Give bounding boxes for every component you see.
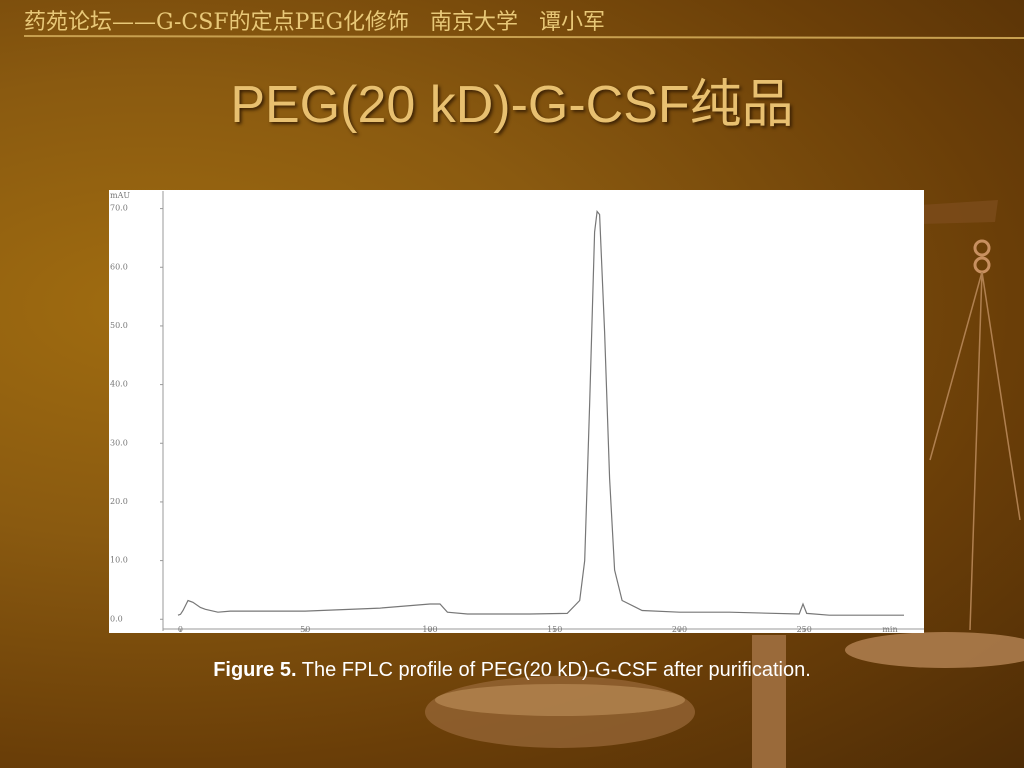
y-tick-label: 30.0 — [110, 438, 128, 447]
caption-label: Figure 5. — [213, 659, 297, 681]
x-tick-label: 0 — [178, 625, 183, 634]
scale-post — [752, 635, 786, 768]
x-tick-label: 200 — [672, 625, 687, 634]
y-tick-label: 40.0 — [110, 380, 128, 389]
y-tick-label: 20.0 — [110, 497, 128, 506]
scale-beam — [920, 200, 998, 224]
y-tick-label: 50.0 — [110, 321, 128, 330]
x-tick-label: 250 — [797, 625, 812, 634]
caption: Figure 5. The FPLC profile of PEG(20 kD)… — [0, 659, 1024, 682]
y-tick-label: 0.0 — [110, 614, 123, 623]
header: 药苑论坛——G-CSF的定点PEG化修饰 南京大学 谭小军 — [24, 10, 605, 35]
y-tick-label: 70.0 — [110, 204, 128, 213]
x-axis-label: min — [882, 625, 897, 634]
y-tick-label: 60.0 — [110, 262, 128, 271]
caption-text: The FPLC profile of PEG(20 kD)-G-CSF aft… — [301, 659, 811, 681]
x-tick-label: 50 — [300, 625, 310, 634]
y-tick-label: 10.0 — [110, 556, 128, 565]
scale-string — [981, 271, 1021, 521]
header-rule — [23, 35, 1024, 39]
slide-title: PEG(20 kD)-G-CSF纯品 — [230, 76, 794, 134]
scale-pan — [435, 684, 685, 716]
plot-background — [109, 190, 924, 633]
trace-line — [177, 210, 904, 616]
scale-pan — [845, 632, 1024, 668]
x-tick-label: 150 — [547, 625, 562, 634]
scale-string — [929, 271, 983, 461]
y-axis-label: mAU — [110, 191, 130, 200]
x-tick-label: 100 — [422, 625, 437, 634]
scale-string — [969, 271, 983, 631]
scale-ring — [973, 239, 991, 257]
